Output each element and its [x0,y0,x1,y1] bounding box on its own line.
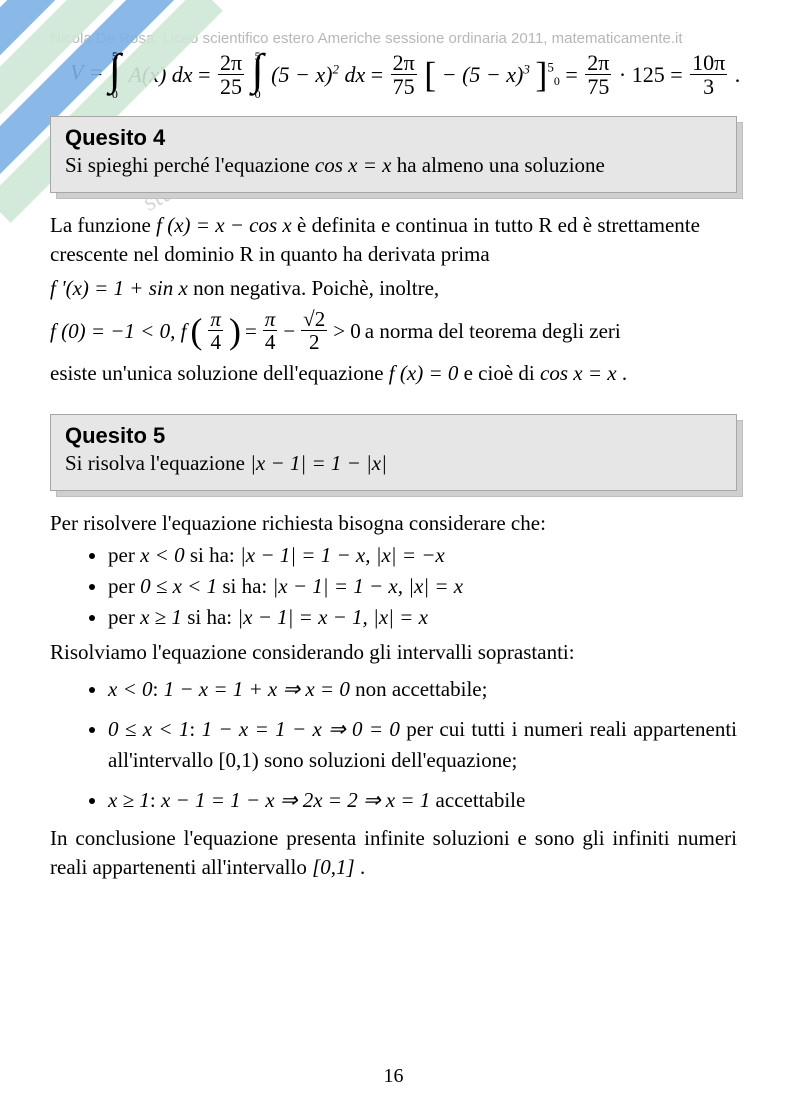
list-item: per x ≥ 1 si ha: |x − 1| = x − 1, |x| = … [108,605,737,630]
q4-para-4: esiste un'unica soluzione dell'equazione… [50,359,737,387]
quesito-5-text: Si risolva l'equazione |x − 1| = 1 − |x| [65,451,722,476]
int2-content: (5 − x)2 dx [271,62,371,87]
list-item: 0 ≤ x < 1: 1 − x = 1 − x ⇒ 0 = 0 per cui… [108,714,737,777]
formula-lhs: V = [70,60,103,85]
integral-2: 5 ∫ 0 [252,57,264,93]
arg-frac: π 4 [208,308,223,353]
bracket-inner: − (5 − x)3 [442,62,536,87]
list-item: x < 0: 1 − x = 1 + x ⇒ x = 0 non accetta… [108,674,737,706]
quesito-5-title: Quesito 5 [65,423,722,449]
left-bracket-icon: [ [424,55,436,95]
q5-conclusion: In conclusione l'equazione presenta infi… [50,824,737,881]
q5-solution-list: x < 0: 1 − x = 1 + x ⇒ x = 0 non accetta… [108,674,737,816]
quesito-4-box: Quesito 4 Si spieghi perché l'equazione … [50,116,737,193]
q4-para-1: La funzione f (x) = x − cos x è definita… [50,211,737,268]
quesito-5-box: Quesito 5 Si risolva l'equazione |x − 1|… [50,414,737,491]
int1-content: A(x) dx [128,62,192,87]
frac-pi4: π 4 [263,308,278,353]
q5-intro: Per risolvere l'equazione richiesta biso… [50,509,737,537]
frac-3: 2π 75 [585,51,611,98]
volume-formula: V = 5 ∫ 0 A(x) dx = 2π 25 5 ∫ 0 (5 − x)2… [70,51,737,98]
page-header: Nicola De Rosa, Liceo scientifico estero… [50,30,737,47]
quesito-4-title: Quesito 4 [65,125,722,151]
q4-line-3: f (0) = −1 < 0, f ( π 4 ) = π 4 − √2 2 >… [50,308,737,353]
q4-para-2: f '(x) = 1 + sin x non negativa. Poichè,… [50,274,737,302]
frac-1: 2π 25 [218,51,244,98]
right-bracket-icon: ] [535,55,547,95]
list-item: x ≥ 1: x − 1 = 1 − x ⇒ 2x = 2 ⇒ x = 1 ac… [108,785,737,817]
list-item: per 0 ≤ x < 1 si ha: |x − 1| = 1 − x, |x… [108,574,737,599]
frac-2: 2π 75 [391,51,417,98]
integral-1: 5 ∫ 0 [109,57,121,93]
page-number: 16 [0,1065,787,1088]
q5-case-list: per x < 0 si ha: |x − 1| = 1 − x, |x| = … [108,543,737,630]
list-item: per x < 0 si ha: |x − 1| = 1 − x, |x| = … [108,543,737,568]
q5-solve-intro: Risolviamo l'equazione considerando gli … [50,638,737,666]
frac-sqrt2: √2 2 [301,308,327,353]
frac-4: 10π 3 [690,51,727,98]
quesito-4-text: Si spieghi perché l'equazione cos x = x … [65,153,722,178]
